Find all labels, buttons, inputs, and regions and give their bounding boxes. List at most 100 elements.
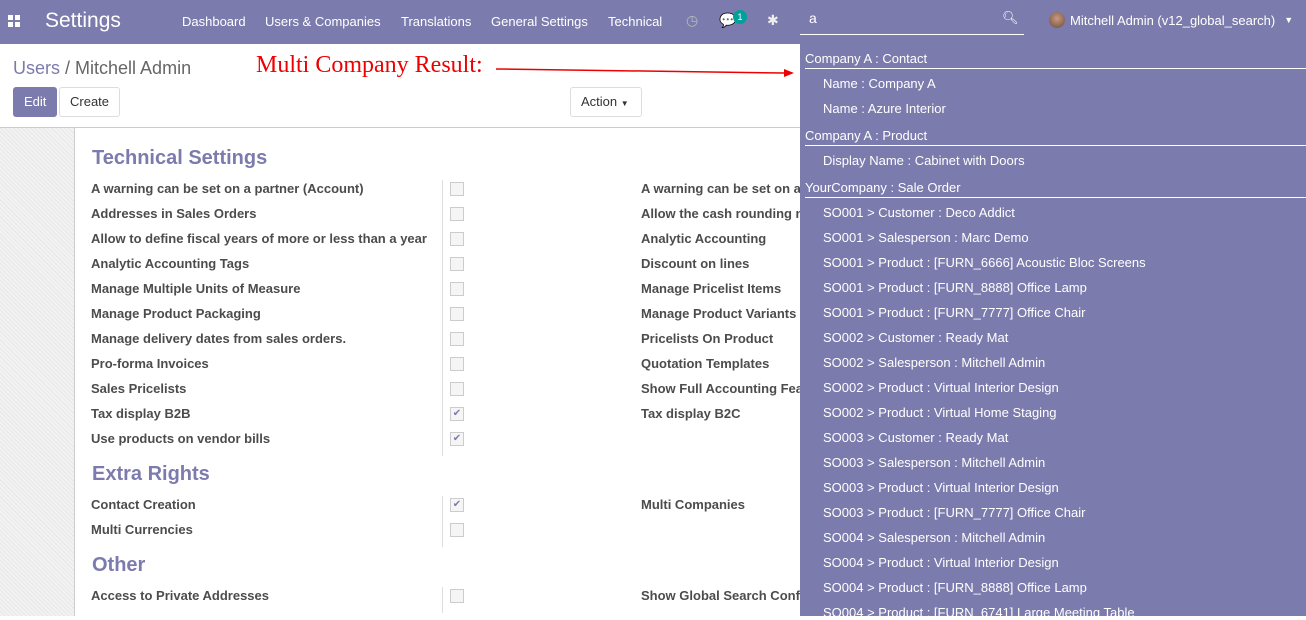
caret-down-icon: ▼ <box>620 99 629 108</box>
result-item[interactable]: SO002 > Customer : Ready Mat <box>823 330 1009 345</box>
setting-checkbox[interactable] <box>450 589 464 603</box>
caret-down-icon: ▼ <box>1284 15 1294 25</box>
result-item[interactable]: Display Name : Cabinet with Doors <box>823 153 1025 168</box>
menu-dashboard[interactable]: Dashboard <box>182 14 246 29</box>
result-item[interactable]: Name : Company A <box>823 76 936 91</box>
annotation-arrow-icon <box>496 68 794 77</box>
result-item[interactable]: SO002 > Product : Virtual Home Staging <box>823 405 1057 420</box>
setting-label: Manage Product Variants <box>641 306 797 321</box>
avatar <box>1049 12 1065 28</box>
app-title: Settings <box>45 9 121 32</box>
setting-checkbox[interactable] <box>450 182 464 196</box>
setting-label: Contact Creation <box>91 497 196 512</box>
setting-checkbox[interactable]: ✔ <box>450 498 464 512</box>
result-item[interactable]: SO001 > Customer : Deco Addict <box>823 205 1015 220</box>
setting-label: Allow to define fiscal years of more or … <box>91 231 427 246</box>
setting-label: Pro-forma Invoices <box>91 356 209 371</box>
result-item[interactable]: SO004 > Product : Virtual Interior Desig… <box>823 555 1059 570</box>
result-item[interactable]: SO002 > Salesperson : Mitchell Admin <box>823 355 1046 370</box>
section-title: Extra Rights <box>92 463 210 485</box>
setting-checkbox[interactable] <box>450 332 464 346</box>
divider <box>442 496 443 547</box>
setting-label: Show Global Search Conf <box>641 588 800 603</box>
create-button[interactable]: Create <box>59 87 121 117</box>
divider <box>442 180 443 456</box>
section-title: Technical Settings <box>92 147 268 169</box>
setting-label: Analytic Accounting <box>641 231 767 246</box>
result-item[interactable]: SO002 > Product : Virtual Interior Desig… <box>823 380 1059 395</box>
breadcrumb-users[interactable]: Users <box>13 58 61 78</box>
setting-label: Manage delivery dates from sales orders. <box>91 331 347 346</box>
activity-clock-icon[interactable]: ◷ <box>686 12 699 28</box>
setting-checkbox[interactable] <box>450 307 464 321</box>
setting-checkbox[interactable]: ✔ <box>450 432 464 446</box>
setting-label: Tax display B2B <box>91 406 191 421</box>
menu-users-companies[interactable]: Users & Companies <box>265 14 381 29</box>
setting-checkbox[interactable] <box>450 257 464 271</box>
setting-checkbox[interactable] <box>450 523 464 537</box>
result-item[interactable]: SO003 > Product : Virtual Interior Desig… <box>823 480 1059 495</box>
section-title: Other <box>92 554 146 576</box>
search-icon[interactable]: 🔍︎ <box>1002 10 1019 25</box>
setting-checkbox[interactable] <box>450 357 464 371</box>
setting-label: A warning can be set on a <box>641 181 801 196</box>
setting-label: Tax display B2C <box>641 406 741 421</box>
result-group-header: Company A : Contact <box>805 51 1306 69</box>
setting-label: Manage Product Packaging <box>91 306 261 321</box>
user-menu[interactable]: Mitchell Admin (v12_global_search) ▼ <box>1049 12 1293 28</box>
setting-label: Access to Private Addresses <box>91 588 270 603</box>
setting-checkbox[interactable] <box>450 207 464 221</box>
result-item[interactable]: SO001 > Product : [FURN_6666] Acoustic B… <box>823 255 1146 270</box>
user-name: Mitchell Admin (v12_global_search) <box>1070 12 1276 28</box>
annotation-text: Multi Company Result: <box>256 52 483 78</box>
menu-translations[interactable]: Translations <box>401 14 472 29</box>
setting-label: Analytic Accounting Tags <box>91 256 250 271</box>
setting-label: Manage Multiple Units of Measure <box>91 281 301 296</box>
setting-checkbox[interactable] <box>450 232 464 246</box>
setting-label: Pricelists On Product <box>641 331 774 346</box>
setting-label: Sales Pricelists <box>91 381 187 396</box>
result-item[interactable]: SO004 > Salesperson : Mitchell Admin <box>823 530 1046 545</box>
result-item[interactable]: SO004 > Product : [FURN_6741] Large Meet… <box>823 605 1135 620</box>
setting-label: A warning can be set on a partner (Accou… <box>91 181 364 196</box>
edit-button[interactable]: Edit <box>13 87 58 117</box>
sheet-background <box>0 128 75 616</box>
chat-icon[interactable]: 💬 <box>719 12 737 28</box>
debug-bug-icon[interactable]: ✱ <box>767 12 779 28</box>
global-search: 🔍︎ <box>800 0 1024 35</box>
result-item[interactable]: SO001 > Salesperson : Marc Demo <box>823 230 1029 245</box>
menu-technical[interactable]: Technical <box>608 14 663 29</box>
setting-checkbox[interactable]: ✔ <box>450 407 464 421</box>
setting-label: Quotation Templates <box>641 356 770 371</box>
divider <box>442 587 443 613</box>
setting-label: Addresses in Sales Orders <box>91 206 257 221</box>
result-group-header: Company A : Product <box>805 128 1306 146</box>
search-input[interactable] <box>809 10 989 26</box>
apps-menu-icon[interactable] <box>8 15 20 27</box>
result-item[interactable]: SO003 > Customer : Ready Mat <box>823 430 1009 445</box>
breadcrumb-current: Mitchell Admin <box>75 58 192 78</box>
setting-checkbox[interactable] <box>450 382 464 396</box>
setting-label: Allow the cash rounding n <box>641 206 804 221</box>
result-item[interactable]: SO003 > Product : [FURN_7777] Office Cha… <box>823 505 1086 520</box>
result-group-header: YourCompany : Sale Order <box>805 180 1306 198</box>
search-results-dropdown: Company A : Contact Name : Company A Name … <box>800 44 1306 620</box>
menu-general-settings[interactable]: General Settings <box>491 14 588 29</box>
result-item[interactable]: SO004 > Product : [FURN_8888] Office Lam… <box>823 580 1087 595</box>
result-item[interactable]: SO001 > Product : [FURN_7777] Office Cha… <box>823 305 1086 320</box>
setting-label: Multi Currencies <box>91 522 193 537</box>
setting-label: Use products on vendor bills <box>91 431 271 446</box>
setting-label: Manage Pricelist Items <box>641 281 782 296</box>
setting-label: Discount on lines <box>641 256 750 271</box>
result-item[interactable]: SO003 > Salesperson : Mitchell Admin <box>823 455 1046 470</box>
result-item[interactable]: SO001 > Product : [FURN_8888] Office Lam… <box>823 280 1087 295</box>
top-navbar: Settings Dashboard Users & Companies Tra… <box>0 0 1306 44</box>
breadcrumb: Users / Mitchell Admin <box>13 58 192 78</box>
setting-checkbox[interactable] <box>450 282 464 296</box>
chat-count-badge: 1 <box>733 10 747 24</box>
result-item[interactable]: Name : Azure Interior <box>823 101 946 116</box>
action-label: Action <box>581 94 618 109</box>
control-panel: Users / Mitchell Admin Multi Company Res… <box>0 44 1306 128</box>
setting-label: Multi Companies <box>641 497 746 512</box>
action-dropdown[interactable]: Action ▼ <box>570 87 642 117</box>
